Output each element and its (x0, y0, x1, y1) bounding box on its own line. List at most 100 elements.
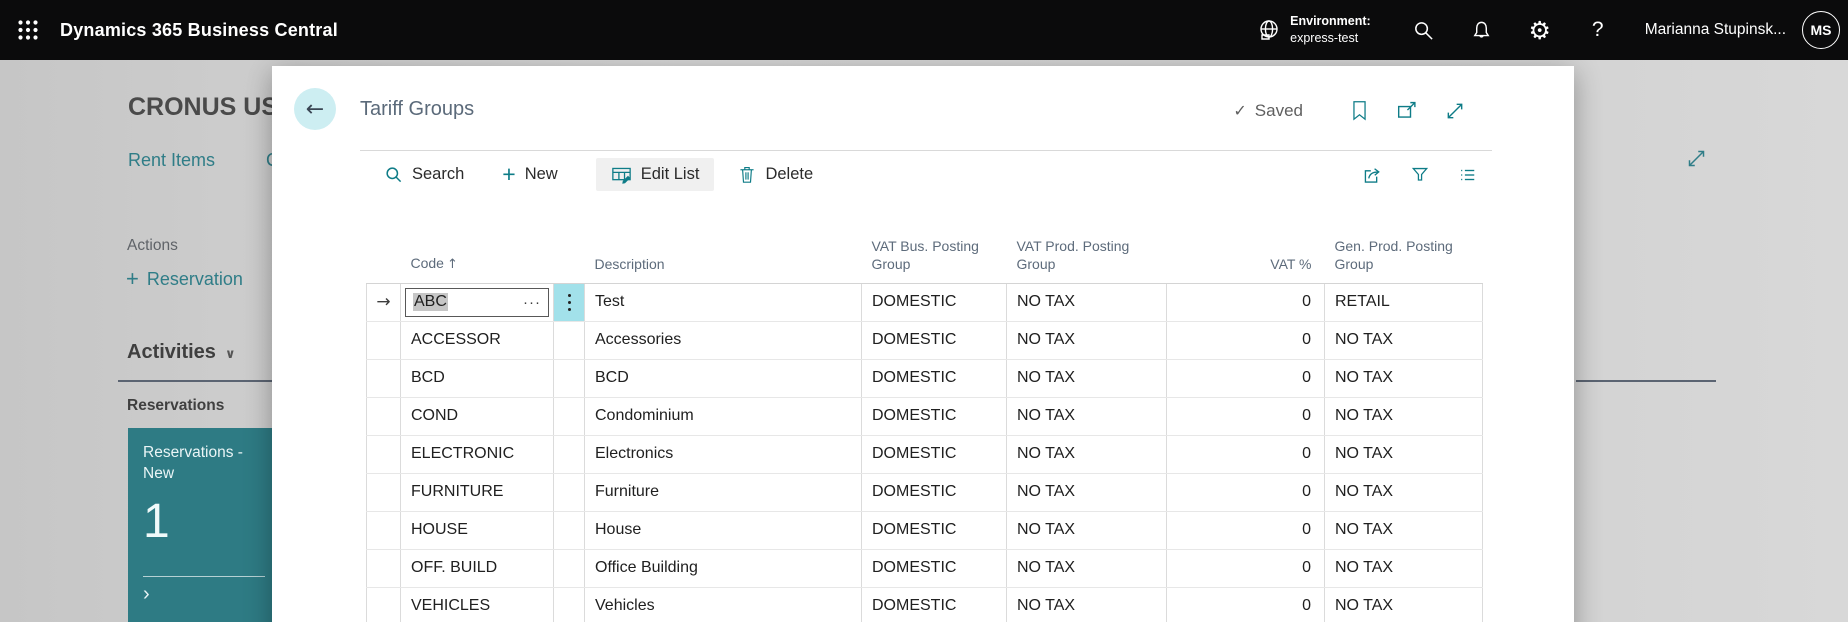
cell-description[interactable]: Condominium (584, 397, 862, 436)
header-vat-prod-posting-group[interactable]: VAT Prod. Posting Group (1006, 219, 1167, 284)
row-selector-cell[interactable] (366, 321, 401, 360)
row-options-cell[interactable] (553, 473, 585, 512)
row-options-cell[interactable] (553, 359, 585, 398)
cell-vat-prod-posting-group[interactable]: NO TAX (1006, 549, 1167, 588)
cell-description[interactable]: House (584, 511, 862, 550)
table-row[interactable]: FURNITURE Furniture DOMESTIC NO TAX 0 NO… (366, 473, 1483, 512)
cell-description[interactable]: Test (584, 283, 862, 322)
help-button[interactable]: ? (1569, 0, 1627, 60)
cell-gen-prod-posting-group[interactable]: RETAIL (1324, 283, 1483, 322)
row-options-cell[interactable] (553, 511, 585, 550)
row-options-cell[interactable] (553, 587, 585, 622)
table-row[interactable]: COND Condominium DOMESTIC NO TAX 0 NO TA… (366, 397, 1483, 436)
cell-description[interactable]: Furniture (584, 473, 862, 512)
cell-gen-prod-posting-group[interactable]: NO TAX (1324, 435, 1483, 474)
cell-vat-prod-posting-group[interactable]: NO TAX (1006, 397, 1167, 436)
choose-view-button[interactable] (1457, 166, 1478, 184)
cell-vat-prod-posting-group[interactable]: NO TAX (1006, 587, 1167, 622)
cell-description[interactable]: Vehicles (584, 587, 862, 622)
settings-button[interactable]: ⚙ (1511, 0, 1569, 60)
cell-gen-prod-posting-group[interactable]: NO TAX (1324, 587, 1483, 622)
cell-vat-percent[interactable]: 0 (1166, 511, 1325, 550)
header-code[interactable]: Code ↑ (400, 219, 554, 284)
row-options-cell[interactable] (553, 397, 585, 436)
assist-edit-button[interactable]: ··· (523, 293, 541, 311)
cell-code[interactable]: OFF. BUILD (400, 549, 554, 588)
table-row[interactable]: VEHICLES Vehicles DOMESTIC NO TAX 0 NO T… (366, 587, 1483, 622)
search-button[interactable] (1395, 0, 1453, 60)
search-action[interactable]: Search (384, 165, 464, 184)
table-row[interactable]: ELECTRONIC Electronics DOMESTIC NO TAX 0… (366, 435, 1483, 474)
cell-vat-prod-posting-group[interactable]: NO TAX (1006, 321, 1167, 360)
cell-vat-percent[interactable]: 0 (1166, 435, 1325, 474)
cell-vat-prod-posting-group[interactable]: NO TAX (1006, 435, 1167, 474)
cell-description[interactable]: Office Building (584, 549, 862, 588)
row-selector-cell[interactable] (366, 549, 401, 588)
environment-picker[interactable]: Environment: express-test (1257, 13, 1371, 47)
cell-vat-bus-posting-group[interactable]: DOMESTIC (861, 473, 1007, 512)
row-selector-cell[interactable] (366, 473, 401, 512)
avatar[interactable]: MS (1802, 11, 1840, 49)
cell-vat-percent[interactable]: 0 (1166, 397, 1325, 436)
row-selector-cell[interactable] (366, 359, 401, 398)
row-selector-cell[interactable] (366, 587, 401, 622)
cell-vat-prod-posting-group[interactable]: NO TAX (1006, 359, 1167, 398)
cell-vat-prod-posting-group[interactable]: NO TAX (1006, 473, 1167, 512)
cell-vat-bus-posting-group[interactable]: DOMESTIC (861, 435, 1007, 474)
row-selector-cell[interactable] (366, 511, 401, 550)
cell-vat-bus-posting-group[interactable]: DOMESTIC (861, 511, 1007, 550)
row-selector-cell[interactable] (366, 435, 401, 474)
header-vat-percent[interactable]: VAT % (1166, 219, 1325, 284)
filter-button[interactable] (1410, 165, 1430, 184)
cell-gen-prod-posting-group[interactable]: NO TAX (1324, 359, 1483, 398)
table-row-selected[interactable]: → ABC ··· Test DOMESTIC NO TAX 0 RETAIL (366, 283, 1483, 322)
new-reservation-action[interactable]: + Reservation (126, 266, 243, 292)
open-in-window-button[interactable] (1396, 100, 1418, 121)
edit-list-action[interactable]: Edit List (595, 158, 715, 191)
cell-vat-bus-posting-group[interactable]: DOMESTIC (861, 397, 1007, 436)
cell-vat-percent[interactable]: 0 (1166, 473, 1325, 512)
code-input[interactable]: ABC ··· (405, 287, 549, 317)
cell-code[interactable]: ABC ··· (400, 283, 554, 322)
cell-gen-prod-posting-group[interactable]: NO TAX (1324, 549, 1483, 588)
cell-code[interactable]: HOUSE (400, 511, 554, 550)
cell-code[interactable]: ELECTRONIC (400, 435, 554, 474)
notifications-button[interactable] (1453, 0, 1511, 60)
new-action[interactable]: + New (502, 161, 558, 187)
nav-item-rent-items[interactable]: Rent Items (128, 150, 216, 170)
row-options-cell[interactable] (553, 435, 585, 474)
row-options-cell[interactable] (553, 283, 585, 322)
cell-code[interactable]: COND (400, 397, 554, 436)
cell-vat-percent[interactable]: 0 (1166, 587, 1325, 622)
cell-gen-prod-posting-group[interactable]: NO TAX (1324, 397, 1483, 436)
row-options-cell[interactable] (553, 321, 585, 360)
table-row[interactable]: HOUSE House DOMESTIC NO TAX 0 NO TAX (366, 511, 1483, 550)
cell-gen-prod-posting-group[interactable]: NO TAX (1324, 473, 1483, 512)
expand-page-button[interactable] (1445, 101, 1465, 121)
activities-header[interactable]: Activities ∨ (127, 341, 236, 363)
cell-code[interactable]: ACCESSOR (400, 321, 554, 360)
cell-vat-bus-posting-group[interactable]: DOMESTIC (861, 283, 1007, 322)
cell-description[interactable]: Accessories (584, 321, 862, 360)
cell-vat-prod-posting-group[interactable]: NO TAX (1006, 283, 1167, 322)
bookmark-button[interactable] (1350, 100, 1369, 121)
cell-vat-bus-posting-group[interactable]: DOMESTIC (861, 321, 1007, 360)
cell-vat-bus-posting-group[interactable]: DOMESTIC (861, 359, 1007, 398)
cell-vat-prod-posting-group[interactable]: NO TAX (1006, 511, 1167, 550)
cell-gen-prod-posting-group[interactable]: NO TAX (1324, 511, 1483, 550)
cell-vat-bus-posting-group[interactable]: DOMESTIC (861, 549, 1007, 588)
cell-vat-percent[interactable]: 0 (1166, 549, 1325, 588)
user-name[interactable]: Marianna Stupinsk... (1644, 21, 1786, 38)
nav-item-partial[interactable]: C (266, 150, 272, 171)
back-button[interactable]: ← (294, 88, 336, 130)
table-row[interactable]: BCD BCD DOMESTIC NO TAX 0 NO TAX (366, 359, 1483, 398)
header-vat-bus-posting-group[interactable]: VAT Bus. Posting Group (861, 219, 1007, 284)
cell-vat-bus-posting-group[interactable]: DOMESTIC (861, 587, 1007, 622)
row-options-cell[interactable] (553, 549, 585, 588)
app-launcher-button[interactable] (0, 0, 56, 60)
cell-vat-percent[interactable]: 0 (1166, 321, 1325, 360)
table-row[interactable]: OFF. BUILD Office Building DOMESTIC NO T… (366, 549, 1483, 588)
background-expand-button[interactable] (1686, 148, 1707, 169)
delete-action[interactable]: Delete (738, 165, 813, 184)
cell-code[interactable]: VEHICLES (400, 587, 554, 622)
